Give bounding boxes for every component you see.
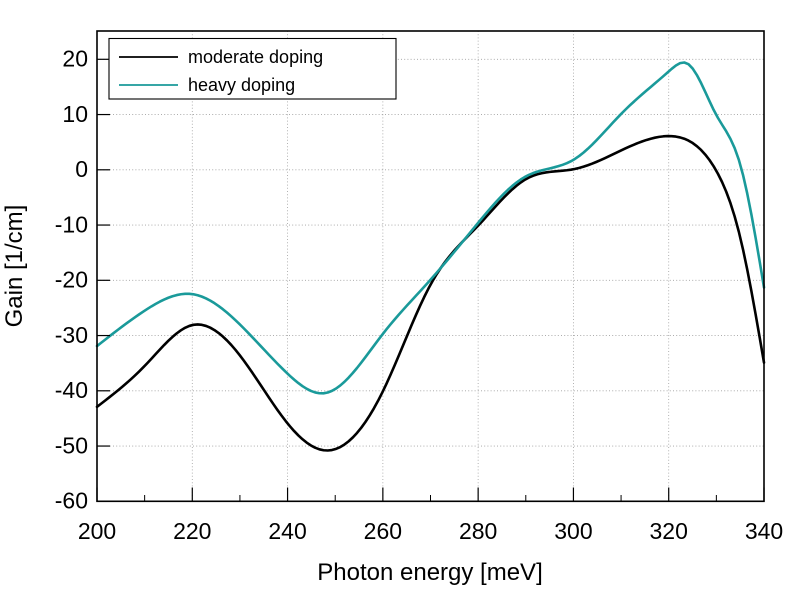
svg-text:220: 220 <box>173 518 211 544</box>
svg-text:0: 0 <box>75 156 88 182</box>
svg-text:340: 340 <box>745 518 783 544</box>
svg-text:260: 260 <box>364 518 402 544</box>
svg-text:-30: -30 <box>55 322 88 348</box>
svg-text:heavy doping: heavy doping <box>188 75 295 95</box>
svg-text:-50: -50 <box>55 432 88 458</box>
svg-text:-60: -60 <box>55 488 88 514</box>
svg-text:Photon energy [meV]: Photon energy [meV] <box>317 559 542 586</box>
svg-text:300: 300 <box>554 518 592 544</box>
svg-text:20: 20 <box>62 46 88 72</box>
svg-text:moderate doping: moderate doping <box>188 47 323 67</box>
svg-text:-20: -20 <box>55 267 88 293</box>
svg-text:Gain [1/cm]: Gain [1/cm] <box>1 205 28 328</box>
svg-text:280: 280 <box>459 518 497 544</box>
svg-text:320: 320 <box>650 518 688 544</box>
svg-text:10: 10 <box>62 101 88 127</box>
svg-text:-10: -10 <box>55 211 88 237</box>
svg-text:-40: -40 <box>55 377 88 403</box>
svg-text:200: 200 <box>78 518 116 544</box>
svg-text:240: 240 <box>268 518 306 544</box>
